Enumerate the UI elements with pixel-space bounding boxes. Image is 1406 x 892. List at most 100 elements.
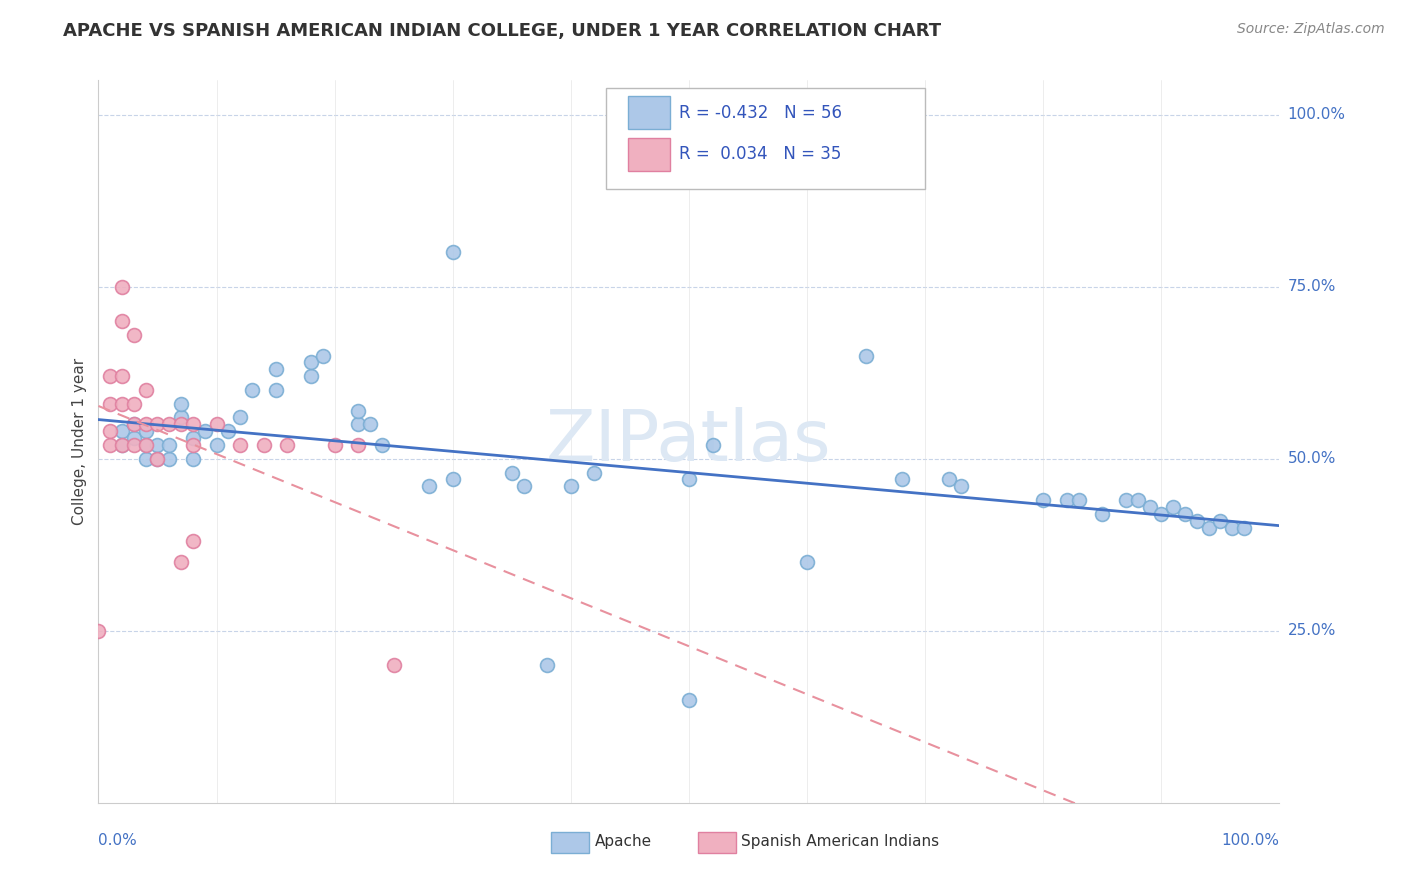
Point xyxy=(111,314,134,328)
Point xyxy=(1056,493,1078,508)
Text: R = -0.432   N = 56: R = -0.432 N = 56 xyxy=(679,103,842,121)
FancyBboxPatch shape xyxy=(627,137,671,170)
Point xyxy=(264,362,287,376)
Point xyxy=(1150,507,1173,521)
Point xyxy=(678,472,700,486)
Point xyxy=(1220,520,1243,534)
Point xyxy=(111,438,134,452)
Point xyxy=(299,355,322,369)
Point xyxy=(135,417,157,432)
Point xyxy=(359,417,381,432)
Point xyxy=(1233,520,1256,534)
Point xyxy=(1139,500,1161,514)
Point xyxy=(702,438,724,452)
Point xyxy=(678,692,700,706)
Point xyxy=(264,383,287,397)
Point xyxy=(181,534,204,549)
Point xyxy=(146,451,169,466)
Point xyxy=(157,451,180,466)
Point xyxy=(181,417,204,432)
Text: Source: ZipAtlas.com: Source: ZipAtlas.com xyxy=(1237,22,1385,37)
Point xyxy=(181,438,204,452)
Point xyxy=(299,369,322,384)
Text: 100.0%: 100.0% xyxy=(1222,833,1279,848)
FancyBboxPatch shape xyxy=(699,831,737,853)
Point xyxy=(87,624,110,638)
Text: 50.0%: 50.0% xyxy=(1288,451,1336,467)
Text: 100.0%: 100.0% xyxy=(1288,107,1346,122)
Point xyxy=(560,479,582,493)
Point xyxy=(111,397,134,411)
Point xyxy=(122,417,145,432)
Point xyxy=(441,245,464,260)
Point xyxy=(122,397,145,411)
Point xyxy=(536,658,558,673)
FancyBboxPatch shape xyxy=(551,831,589,853)
Text: APACHE VS SPANISH AMERICAN INDIAN COLLEGE, UNDER 1 YEAR CORRELATION CHART: APACHE VS SPANISH AMERICAN INDIAN COLLEG… xyxy=(63,22,942,40)
Point xyxy=(1161,500,1184,514)
Point xyxy=(1209,514,1232,528)
Text: Spanish American Indians: Spanish American Indians xyxy=(741,834,939,849)
Point xyxy=(583,466,606,480)
FancyBboxPatch shape xyxy=(606,87,925,189)
Point xyxy=(146,451,169,466)
Point xyxy=(1126,493,1149,508)
Point xyxy=(170,417,193,432)
Point xyxy=(157,438,180,452)
Point xyxy=(240,383,263,397)
Point xyxy=(512,479,534,493)
Point xyxy=(347,438,370,452)
Point xyxy=(135,424,157,438)
Point xyxy=(323,438,346,452)
Point xyxy=(122,431,145,445)
Point xyxy=(938,472,960,486)
Point xyxy=(229,438,252,452)
Point xyxy=(347,403,370,417)
Point xyxy=(122,327,145,342)
Text: Apache: Apache xyxy=(595,834,651,849)
Text: 25.0%: 25.0% xyxy=(1288,624,1336,639)
Point xyxy=(111,438,134,452)
Point xyxy=(157,417,180,432)
Point xyxy=(122,438,145,452)
Point xyxy=(418,479,440,493)
Text: 0.0%: 0.0% xyxy=(98,833,138,848)
Point xyxy=(796,555,818,569)
Point xyxy=(855,349,877,363)
Y-axis label: College, Under 1 year: College, Under 1 year xyxy=(72,358,87,525)
Point xyxy=(949,479,972,493)
Point xyxy=(135,438,157,452)
Point xyxy=(146,438,169,452)
Point xyxy=(135,383,157,397)
Point xyxy=(347,417,370,432)
Point xyxy=(181,431,204,445)
Point xyxy=(441,472,464,486)
Point xyxy=(98,424,121,438)
Point xyxy=(135,451,157,466)
Point xyxy=(111,279,134,293)
Point xyxy=(890,472,912,486)
Point xyxy=(229,410,252,425)
Point xyxy=(194,424,217,438)
Point xyxy=(170,555,193,569)
Point xyxy=(501,466,523,480)
FancyBboxPatch shape xyxy=(627,95,671,129)
Point xyxy=(1032,493,1054,508)
Point xyxy=(1115,493,1137,508)
Point xyxy=(170,410,193,425)
Point xyxy=(122,417,145,432)
Point xyxy=(382,658,405,673)
Text: R =  0.034   N = 35: R = 0.034 N = 35 xyxy=(679,145,842,163)
Point xyxy=(146,417,169,432)
Point xyxy=(371,438,394,452)
Point xyxy=(111,424,134,438)
Point xyxy=(205,417,228,432)
Point xyxy=(312,349,335,363)
Point xyxy=(1185,514,1208,528)
Point xyxy=(98,438,121,452)
Point xyxy=(1067,493,1090,508)
Point xyxy=(170,397,193,411)
Point xyxy=(135,438,157,452)
Point xyxy=(181,451,204,466)
Point xyxy=(111,369,134,384)
